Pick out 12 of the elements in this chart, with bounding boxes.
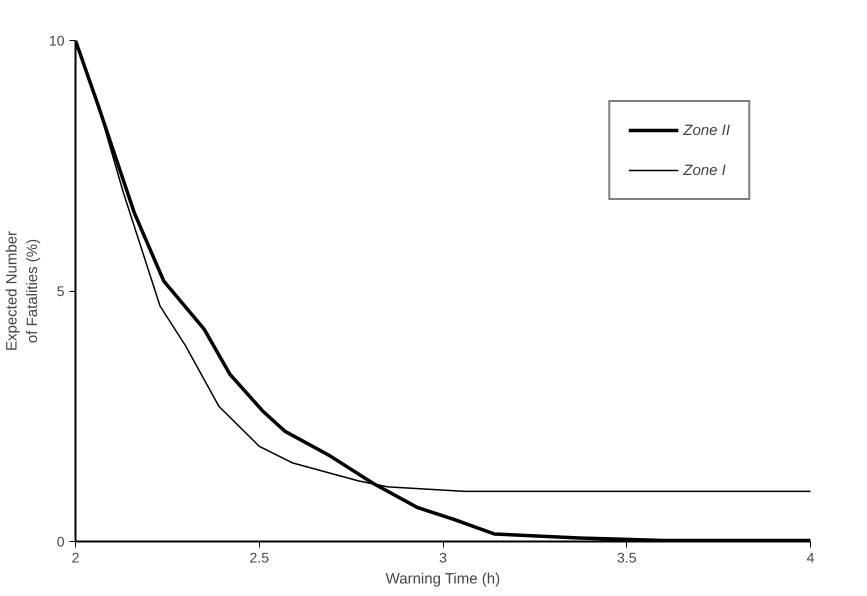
x-tick-label: 2 xyxy=(72,550,80,566)
legend-label: Zone I xyxy=(683,162,726,178)
x-tick-label: 3.5 xyxy=(617,550,637,566)
y-tick-label: 10 xyxy=(48,32,65,48)
y-axis-title: Expected Number of Fatalities (%) xyxy=(4,230,41,352)
x-tick-label: 4 xyxy=(806,550,815,566)
x-axis-title: Warning Time (h) xyxy=(386,570,500,588)
x-tick-label: 3 xyxy=(439,550,448,566)
legend-label: Zone II xyxy=(683,122,730,138)
y-tick-label: 0 xyxy=(56,534,65,550)
x-tick-label: 2.5 xyxy=(250,550,270,566)
y-tick-label: 5 xyxy=(56,283,65,299)
